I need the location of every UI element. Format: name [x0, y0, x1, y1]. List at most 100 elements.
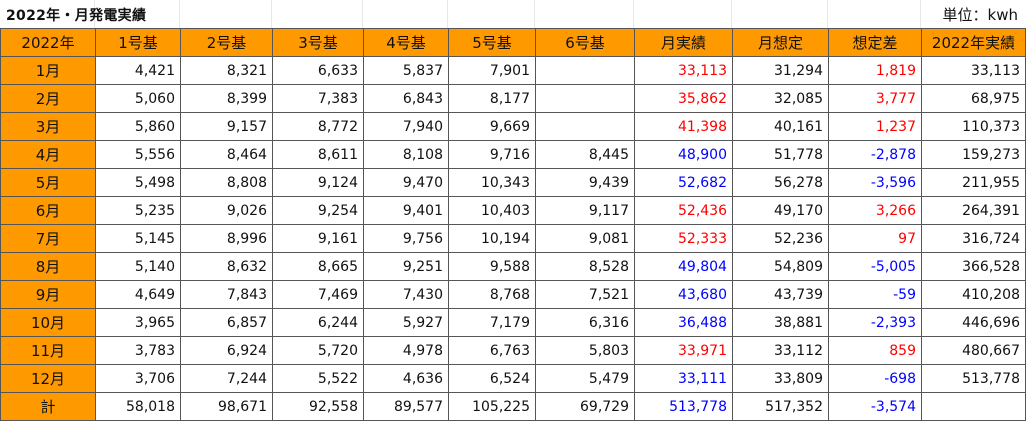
- cell-unit-2[interactable]: 8,808: [180, 168, 273, 197]
- cell-unit-5[interactable]: 105,225: [448, 392, 536, 421]
- cell-unit-5[interactable]: 6,763: [448, 336, 536, 365]
- cell-monthly-plan[interactable]: 33,809: [732, 364, 829, 393]
- cell-monthly-plan[interactable]: 54,809: [732, 252, 829, 281]
- cell-monthly-plan[interactable]: 40,161: [732, 112, 829, 141]
- cell-unit-3[interactable]: 8,665: [272, 252, 364, 281]
- cell-unit-1[interactable]: 3,965: [95, 308, 181, 337]
- cell-monthly-actual[interactable]: 41,398: [634, 112, 733, 141]
- cell-monthly-plan[interactable]: 31,294: [732, 56, 829, 85]
- cell-ytd[interactable]: 410,208: [921, 280, 1026, 309]
- cell-unit-6[interactable]: 9,081: [535, 224, 635, 253]
- header-unit-2[interactable]: 2号基: [180, 28, 273, 57]
- cell-unit-5[interactable]: 6,524: [448, 364, 536, 393]
- cell-unit-2[interactable]: 8,632: [180, 252, 273, 281]
- cell-unit-1[interactable]: 5,140: [95, 252, 181, 281]
- cell-unit-1[interactable]: 58,018: [95, 392, 181, 421]
- cell-plan-diff[interactable]: 3,777: [828, 84, 922, 113]
- cell-ytd[interactable]: 110,373: [921, 112, 1026, 141]
- header-ytd[interactable]: 2022年実績: [921, 28, 1026, 57]
- cell-ytd[interactable]: 316,724: [921, 224, 1026, 253]
- header-unit-1[interactable]: 1号基: [95, 28, 181, 57]
- cell-ytd[interactable]: 33,113: [921, 56, 1026, 85]
- cell-unit-6[interactable]: [535, 112, 635, 141]
- cell-unit-6[interactable]: 7,521: [535, 280, 635, 309]
- row-label[interactable]: 1月: [0, 56, 96, 85]
- cell-unit-2[interactable]: 6,857: [180, 308, 273, 337]
- cell-unit-2[interactable]: 8,321: [180, 56, 273, 85]
- cell-monthly-plan[interactable]: 38,881: [732, 308, 829, 337]
- cell-monthly-actual[interactable]: 33,971: [634, 336, 733, 365]
- cell-plan-diff[interactable]: -2,878: [828, 140, 922, 169]
- cell-unit-5[interactable]: 8,177: [448, 84, 536, 113]
- cell-unit-4[interactable]: 8,108: [363, 140, 449, 169]
- cell-unit-1[interactable]: 5,860: [95, 112, 181, 141]
- cell-monthly-actual[interactable]: 52,436: [634, 196, 733, 225]
- cell-ytd[interactable]: 446,696: [921, 308, 1026, 337]
- cell-plan-diff[interactable]: -5,005: [828, 252, 922, 281]
- cell-unit-3[interactable]: 6,244: [272, 308, 364, 337]
- cell-unit-3[interactable]: 8,611: [272, 140, 364, 169]
- cell-unit-1[interactable]: 5,556: [95, 140, 181, 169]
- cell-monthly-actual[interactable]: 48,900: [634, 140, 733, 169]
- cell-unit-3[interactable]: 92,558: [272, 392, 364, 421]
- cell-unit-2[interactable]: 7,843: [180, 280, 273, 309]
- cell-unit-4[interactable]: 4,978: [363, 336, 449, 365]
- cell-unit-5[interactable]: 10,194: [448, 224, 536, 253]
- cell-unit-2[interactable]: 9,157: [180, 112, 273, 141]
- cell-ytd[interactable]: 68,975: [921, 84, 1026, 113]
- cell-unit-5[interactable]: 7,179: [448, 308, 536, 337]
- cell-unit-2[interactable]: 8,464: [180, 140, 273, 169]
- cell-unit-2[interactable]: 98,671: [180, 392, 273, 421]
- header-year[interactable]: 2022年: [0, 28, 96, 57]
- header-monthly-plan[interactable]: 月想定: [732, 28, 829, 57]
- cell-unit-2[interactable]: 6,924: [180, 336, 273, 365]
- cell-monthly-actual[interactable]: 49,804: [634, 252, 733, 281]
- cell-unit-5[interactable]: 8,768: [448, 280, 536, 309]
- row-label[interactable]: 3月: [0, 112, 96, 141]
- cell-unit-3[interactable]: 7,469: [272, 280, 364, 309]
- cell-ytd[interactable]: 480,667: [921, 336, 1026, 365]
- header-unit-5[interactable]: 5号基: [448, 28, 536, 57]
- cell-unit-6[interactable]: 6,316: [535, 308, 635, 337]
- cell-unit-4[interactable]: 89,577: [363, 392, 449, 421]
- cell-ytd[interactable]: 211,955: [921, 168, 1026, 197]
- cell-monthly-plan[interactable]: 51,778: [732, 140, 829, 169]
- cell-unit-1[interactable]: 5,145: [95, 224, 181, 253]
- cell-unit-5[interactable]: 9,588: [448, 252, 536, 281]
- header-unit-4[interactable]: 4号基: [363, 28, 449, 57]
- cell-monthly-plan[interactable]: 33,112: [732, 336, 829, 365]
- row-label[interactable]: 5月: [0, 168, 96, 197]
- cell-ytd[interactable]: 264,391: [921, 196, 1026, 225]
- cell-unit-2[interactable]: 7,244: [180, 364, 273, 393]
- cell-monthly-actual[interactable]: 35,862: [634, 84, 733, 113]
- cell-unit-6[interactable]: 8,528: [535, 252, 635, 281]
- cell-unit-3[interactable]: 9,124: [272, 168, 364, 197]
- cell-ytd[interactable]: 513,778: [921, 364, 1026, 393]
- cell-unit-5[interactable]: 10,343: [448, 168, 536, 197]
- cell-unit-6[interactable]: 8,445: [535, 140, 635, 169]
- row-label[interactable]: 6月: [0, 196, 96, 225]
- row-label[interactable]: 10月: [0, 308, 96, 337]
- cell-unit-6[interactable]: 9,439: [535, 168, 635, 197]
- cell-monthly-plan[interactable]: 49,170: [732, 196, 829, 225]
- cell-monthly-plan[interactable]: 517,352: [732, 392, 829, 421]
- cell-plan-diff[interactable]: 859: [828, 336, 922, 365]
- cell-unit-4[interactable]: 6,843: [363, 84, 449, 113]
- row-label[interactable]: 12月: [0, 364, 96, 393]
- row-label[interactable]: 4月: [0, 140, 96, 169]
- cell-monthly-actual[interactable]: 52,682: [634, 168, 733, 197]
- cell-unit-1[interactable]: 5,235: [95, 196, 181, 225]
- cell-unit-5[interactable]: 7,901: [448, 56, 536, 85]
- cell-unit-3[interactable]: 8,772: [272, 112, 364, 141]
- row-label[interactable]: 計: [0, 392, 96, 421]
- cell-unit-6[interactable]: 9,117: [535, 196, 635, 225]
- cell-plan-diff[interactable]: -2,393: [828, 308, 922, 337]
- cell-monthly-actual[interactable]: 36,488: [634, 308, 733, 337]
- cell-unit-6[interactable]: 69,729: [535, 392, 635, 421]
- cell-unit-1[interactable]: 5,498: [95, 168, 181, 197]
- cell-unit-3[interactable]: 5,720: [272, 336, 364, 365]
- cell-ytd[interactable]: 366,528: [921, 252, 1026, 281]
- cell-unit-1[interactable]: 5,060: [95, 84, 181, 113]
- cell-ytd[interactable]: 159,273: [921, 140, 1026, 169]
- row-label[interactable]: 8月: [0, 252, 96, 281]
